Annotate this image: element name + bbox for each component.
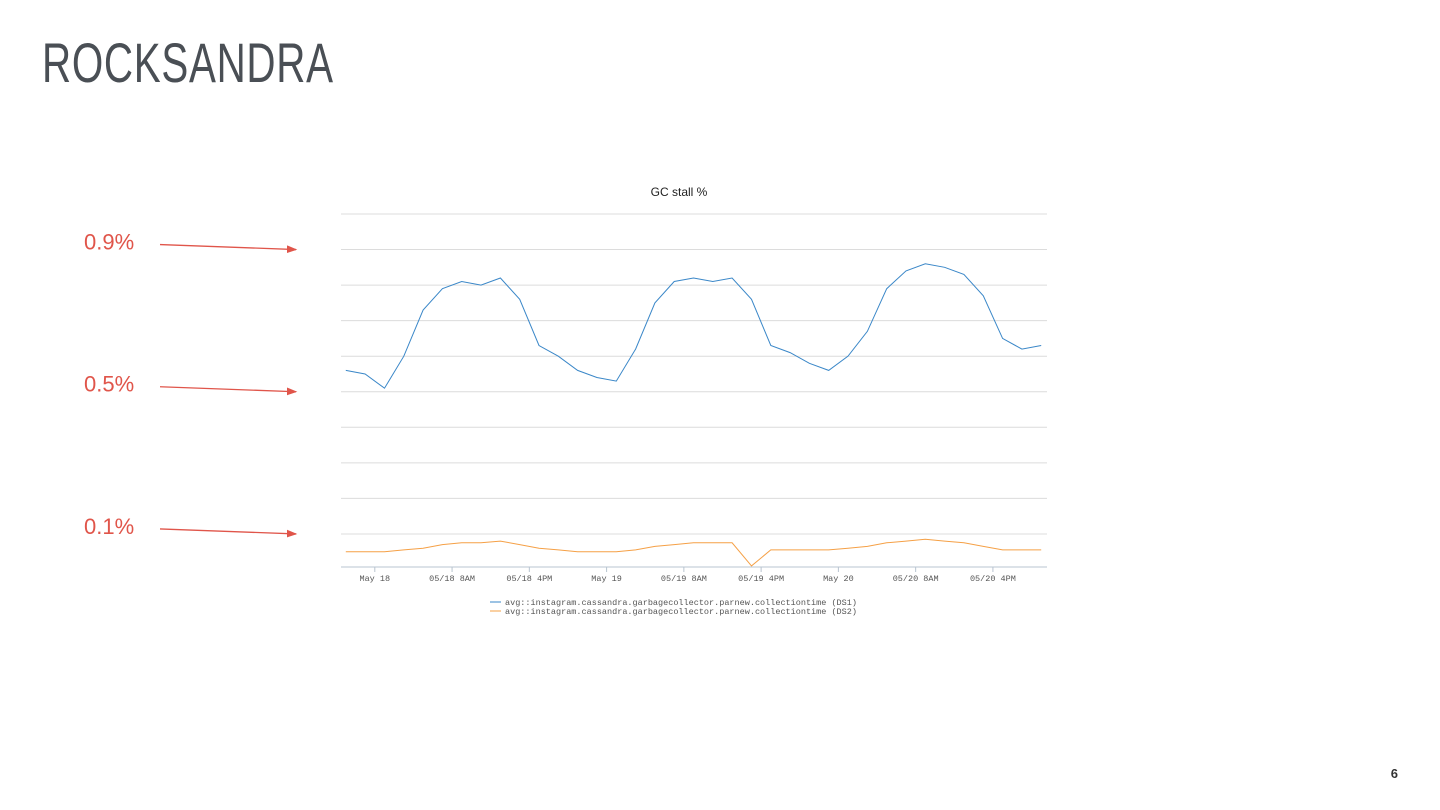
page-number: 6 <box>1390 766 1398 781</box>
legend-label: avg::instagram.cassandra.garbagecollecto… <box>505 607 857 617</box>
annotation-arrow <box>159 386 298 396</box>
annotation-arrow <box>159 528 298 538</box>
annotation-label: 0.9% <box>84 229 134 254</box>
x-tick-label: 05/18 4PM <box>506 574 552 584</box>
x-tick-label: 05/18 8AM <box>429 574 475 584</box>
x-tick-label: 05/19 4PM <box>738 574 784 584</box>
x-tick-label: May 20 <box>823 574 854 584</box>
x-tick-label: May 18 <box>359 574 390 584</box>
x-tick-label: May 19 <box>591 574 622 584</box>
annotation-label: 0.5% <box>84 372 134 397</box>
x-tick-label: 05/20 4PM <box>970 574 1016 584</box>
x-tick-label: 05/19 8AM <box>661 574 707 584</box>
x-tick-label: 05/20 8AM <box>893 574 939 584</box>
line <box>345 263 1042 389</box>
slide-title: ROCKSANDRA <box>42 31 334 94</box>
annotation-arrow <box>159 243 298 254</box>
line <box>345 538 1042 567</box>
chart-title: GC stall % <box>651 185 708 199</box>
legend-label: avg::instagram.cassandra.garbagecollecto… <box>505 598 857 608</box>
annotation-label: 0.1% <box>84 514 134 539</box>
